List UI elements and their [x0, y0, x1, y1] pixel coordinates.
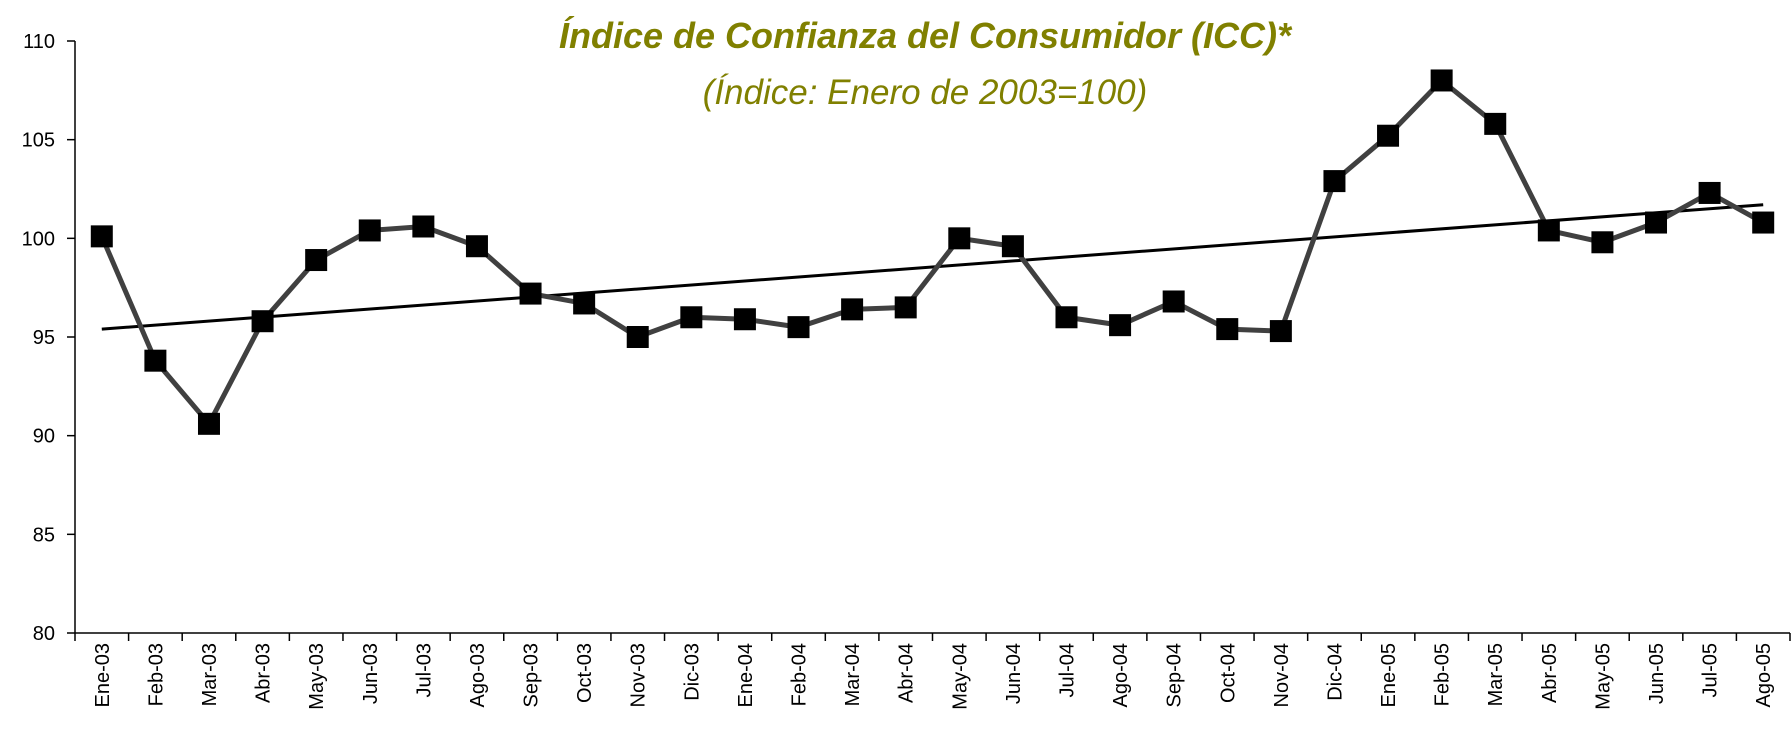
- x-tick-label: May-04: [949, 643, 971, 710]
- data-marker: [1109, 314, 1132, 337]
- data-marker: [1537, 219, 1560, 242]
- data-marker: [894, 296, 917, 319]
- x-tick-label: Jun-03: [360, 643, 382, 704]
- chart-subtitle: (Índice: Enero de 2003=100): [703, 73, 1148, 112]
- x-tick-label: Feb-04: [789, 643, 811, 706]
- y-tick-label: 90: [33, 426, 55, 448]
- data-marker: [251, 310, 274, 333]
- data-marker: [841, 298, 864, 321]
- x-tick-label: Ago-03: [467, 643, 489, 708]
- x-tick-label: Jul-03: [413, 643, 435, 697]
- data-marker: [1323, 170, 1346, 193]
- x-tick-label: Mar-03: [199, 643, 221, 706]
- data-marker: [412, 215, 435, 238]
- data-marker: [1698, 181, 1721, 204]
- x-tick-label: Ago-04: [1110, 643, 1132, 708]
- data-marker: [948, 227, 971, 250]
- x-tick-label: Oct-04: [1217, 643, 1239, 703]
- x-tick-label: Feb-03: [145, 643, 167, 706]
- x-tick-label: Ene-04: [735, 643, 757, 708]
- y-tick-label: 80: [33, 623, 55, 645]
- x-tick-label: Feb-05: [1432, 643, 1454, 706]
- x-tick-label: Jun-05: [1646, 643, 1668, 704]
- x-tick-label: Nov-04: [1271, 643, 1293, 707]
- x-tick-label: Ene-03: [92, 643, 114, 708]
- data-marker: [1591, 231, 1614, 254]
- x-tick-label: Sep-03: [521, 643, 543, 708]
- data-marker: [1645, 211, 1668, 234]
- x-tick-label: Abr-03: [253, 643, 275, 703]
- data-marker: [1752, 211, 1775, 234]
- x-tick-label: Jul-04: [1056, 643, 1078, 697]
- x-tick-label: Dic-04: [1324, 643, 1346, 701]
- data-marker: [465, 235, 488, 258]
- data-marker: [1216, 318, 1239, 341]
- data-marker: [358, 219, 381, 242]
- data-marker: [1055, 306, 1078, 329]
- data-marker: [1484, 112, 1507, 135]
- x-tick-label: Jul-05: [1700, 643, 1722, 697]
- y-tick-label: 100: [22, 228, 55, 250]
- y-tick-label: 85: [33, 524, 55, 546]
- x-tick-label: Nov-03: [628, 643, 650, 707]
- x-tick-label: Jun-04: [1003, 643, 1025, 704]
- x-tick-label: Oct-03: [574, 643, 596, 703]
- data-marker: [90, 225, 113, 248]
- data-marker: [680, 306, 703, 329]
- y-tick-label: 95: [33, 327, 55, 349]
- data-marker: [787, 316, 810, 339]
- data-marker: [519, 282, 542, 305]
- data-marker: [1377, 124, 1400, 147]
- data-marker: [1430, 69, 1453, 92]
- x-tick-label: Ene-05: [1378, 643, 1400, 708]
- x-tick-label: Abr-04: [896, 643, 918, 703]
- data-marker: [305, 249, 328, 272]
- data-marker: [1001, 235, 1024, 258]
- x-tick-label: Abr-05: [1539, 643, 1561, 703]
- y-tick-label: 110: [23, 31, 55, 53]
- data-marker: [1162, 290, 1185, 313]
- data-marker: [573, 292, 596, 315]
- data-marker: [626, 326, 649, 348]
- series-line: [99, 77, 1765, 429]
- x-tick-label: Mar-05: [1485, 643, 1507, 706]
- x-tick-label: Dic-03: [681, 643, 703, 701]
- data-marker: [1269, 320, 1292, 343]
- data-marker: [733, 308, 756, 331]
- x-tick-label: May-05: [1592, 643, 1614, 710]
- y-tick-label: 105: [22, 130, 55, 152]
- data-marker: [144, 349, 167, 372]
- x-tick-label: Ago-05: [1753, 643, 1775, 708]
- x-tick-label: Sep-04: [1164, 643, 1186, 708]
- chart-title: Índice de Confianza del Consumidor (ICC)…: [559, 15, 1293, 56]
- trendline: [101, 203, 1764, 331]
- data-marker: [197, 412, 220, 435]
- x-tick-label: May-03: [306, 643, 328, 710]
- x-tick-label: Mar-04: [842, 643, 864, 706]
